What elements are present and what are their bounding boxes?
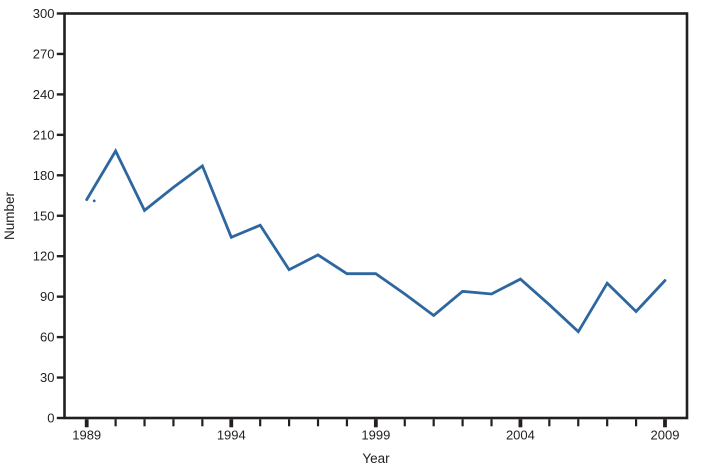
y-tick-label: 240	[33, 87, 55, 102]
stray-dot	[92, 199, 96, 203]
y-tick-label: 210	[33, 127, 55, 142]
y-tick-label: 60	[40, 330, 54, 345]
y-tick-label: 120	[33, 249, 55, 264]
x-tick-label: 1989	[72, 428, 101, 443]
y-tick-label: 180	[33, 168, 55, 183]
y-axis-title: Number	[2, 191, 17, 240]
y-tick-label: 90	[40, 289, 54, 304]
y-tick-label: 150	[33, 208, 55, 223]
y-axis: 0 30 60 90 120 150 180 210 240 270 300	[33, 6, 64, 426]
x-axis: 1989 1994 1999 2004 2009	[72, 419, 680, 443]
x-tick-label: 2004	[506, 428, 535, 443]
x-tick-label: 2009	[651, 428, 680, 443]
data-line	[85, 148, 667, 334]
y-tick-label: 270	[33, 46, 55, 61]
y-tick-label: 300	[33, 6, 55, 21]
x-tick-label: 1994	[217, 428, 246, 443]
y-tick-label: 30	[40, 370, 54, 385]
x-tick-label: 1999	[361, 428, 390, 443]
y-tick-label: 0	[47, 411, 54, 426]
x-axis-title: Year	[362, 451, 390, 466]
plot-border	[63, 12, 689, 420]
